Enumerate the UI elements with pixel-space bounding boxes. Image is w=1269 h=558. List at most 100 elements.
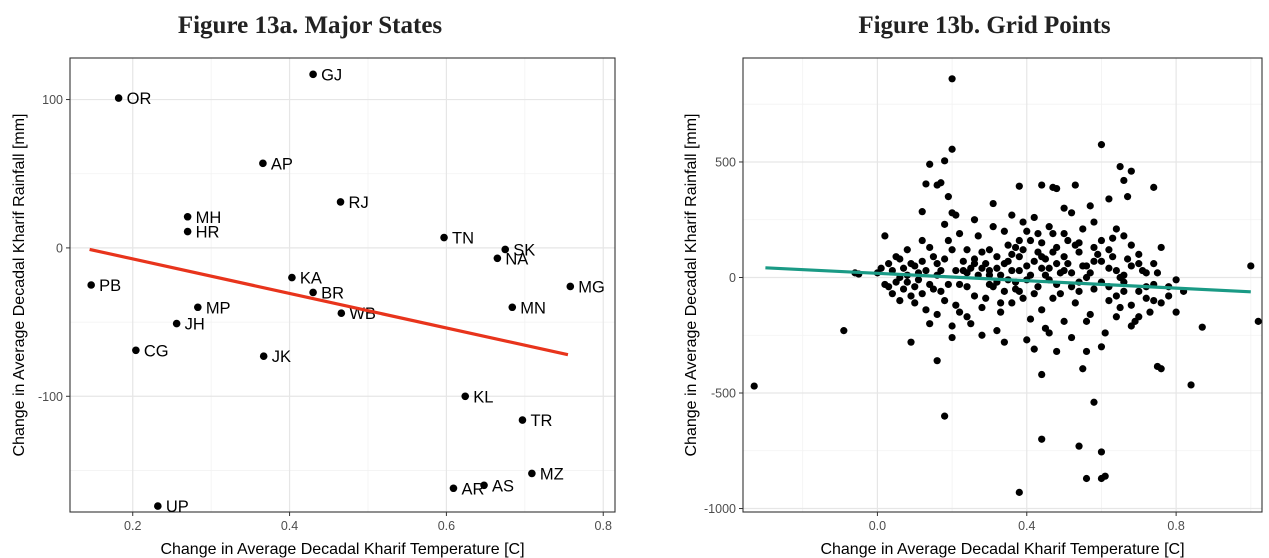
data-point	[1150, 296, 1158, 305]
x-tick-label: 0.4	[1018, 519, 1035, 533]
data-point	[1112, 225, 1120, 233]
data-point	[1056, 269, 1064, 277]
data-point	[997, 308, 1005, 316]
data-point	[1120, 176, 1128, 185]
data-point	[1049, 183, 1057, 191]
data-point	[926, 160, 934, 168]
data-point	[955, 308, 964, 316]
data-point-rj	[336, 198, 345, 206]
data-point	[948, 246, 956, 254]
data-point	[1187, 381, 1195, 389]
y-tick-label: 0	[729, 271, 736, 285]
x-axis-title: Change in Average Decadal Kharif Tempera…	[820, 541, 1184, 558]
data-point	[1049, 294, 1057, 302]
data-point	[933, 310, 941, 319]
data-point	[1090, 257, 1098, 265]
data-point	[955, 229, 964, 238]
data-point	[1015, 182, 1023, 190]
data-point	[888, 290, 896, 298]
data-point	[1135, 250, 1143, 258]
data-point	[1023, 262, 1031, 270]
plot-border	[742, 57, 1263, 513]
data-point-mg	[566, 282, 575, 291]
data-point	[1082, 474, 1091, 483]
data-point	[929, 285, 938, 293]
data-point	[1157, 243, 1165, 252]
y-axis-title: Change in Average Decadal Kharif Rainfal…	[11, 114, 28, 457]
point-label-ar: AR	[461, 480, 484, 498]
plot-border	[69, 57, 616, 513]
data-point	[941, 255, 949, 263]
data-point	[888, 266, 896, 275]
data-point	[1026, 315, 1035, 323]
data-point	[948, 75, 956, 83]
data-point	[1112, 292, 1120, 300]
data-point	[1060, 229, 1068, 238]
y-tick-label: -1000	[704, 502, 736, 516]
data-point	[1157, 299, 1165, 307]
data-point	[1142, 269, 1150, 277]
y-tick-label: -100	[38, 390, 63, 404]
chart-title-b: Figure 13b. Grid Points	[858, 12, 1111, 39]
data-point	[978, 248, 986, 256]
data-point	[1067, 209, 1076, 217]
data-point	[1082, 317, 1091, 325]
point-label-cg: CG	[144, 342, 169, 360]
data-point	[1116, 162, 1124, 171]
data-point	[1060, 204, 1068, 212]
x-tick-label: 0.2	[124, 519, 141, 533]
data-point	[1019, 246, 1027, 254]
data-point	[982, 260, 990, 268]
data-point	[1067, 283, 1076, 291]
x-tick-label: 0.4	[281, 519, 298, 533]
data-point-ar	[449, 484, 458, 493]
data-point	[1086, 202, 1094, 210]
data-point	[974, 232, 982, 240]
data-point	[1038, 264, 1046, 272]
data-point	[1045, 329, 1053, 337]
data-point	[1038, 435, 1046, 443]
data-point	[1105, 195, 1113, 203]
data-point	[1123, 255, 1132, 263]
data-point-mz	[528, 469, 536, 478]
data-point	[967, 264, 975, 272]
data-point	[1000, 338, 1008, 346]
data-point	[1038, 370, 1046, 379]
data-point	[1254, 317, 1262, 325]
data-point	[1030, 213, 1038, 222]
data-point	[903, 278, 911, 286]
point-label-as: AS	[492, 477, 514, 495]
data-point	[1157, 365, 1165, 373]
data-point	[918, 208, 926, 216]
data-point	[963, 246, 971, 254]
data-point	[1165, 292, 1173, 300]
data-point	[1120, 232, 1128, 240]
data-point	[1075, 287, 1083, 295]
data-point	[1071, 241, 1079, 249]
data-point	[1060, 317, 1068, 325]
data-point	[1075, 442, 1083, 450]
data-point	[963, 283, 971, 291]
data-point	[1023, 336, 1031, 344]
data-point-mh	[183, 212, 192, 221]
data-point	[1116, 273, 1124, 282]
x-tick-label: 0.0	[869, 519, 886, 533]
data-point	[1116, 303, 1124, 312]
data-point	[1026, 271, 1035, 279]
data-point	[1112, 313, 1120, 321]
data-point	[1086, 269, 1094, 277]
data-point	[937, 287, 945, 295]
data-point	[1097, 236, 1106, 245]
point-label-sk: SK	[513, 241, 535, 259]
data-point	[1049, 248, 1057, 256]
data-point	[1019, 218, 1027, 226]
data-point	[997, 271, 1005, 279]
data-point	[1045, 223, 1053, 231]
data-point	[1008, 250, 1016, 258]
data-point	[944, 236, 952, 245]
data-point	[952, 301, 960, 309]
data-point	[1034, 229, 1042, 238]
data-point	[1064, 236, 1072, 245]
